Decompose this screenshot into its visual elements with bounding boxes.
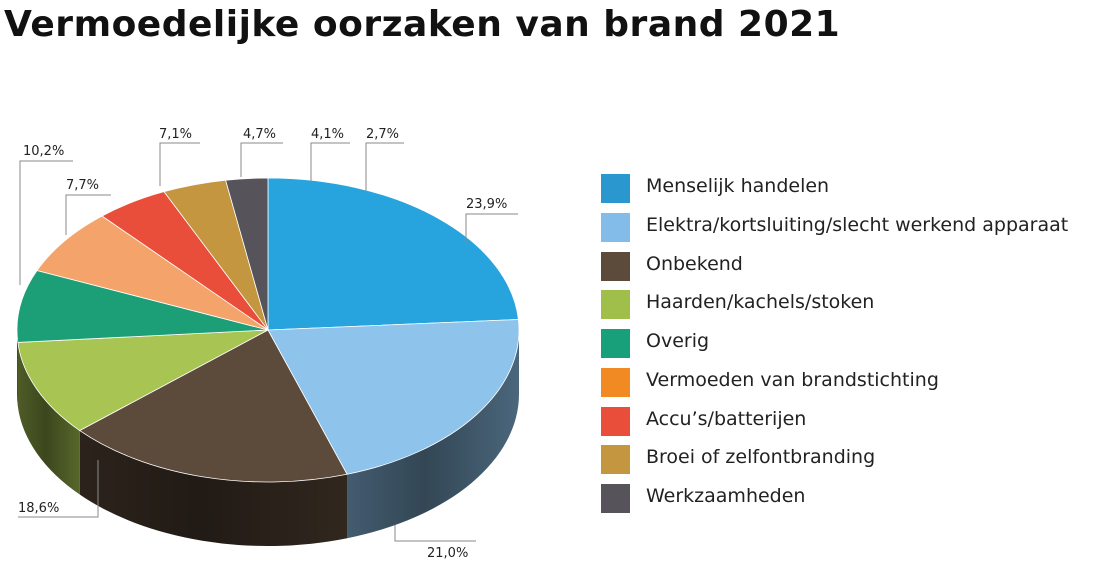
pie-side-shading-elektra-kortsluiting-slecht-werkend-apparaat bbox=[347, 330, 519, 539]
leader-line-werkzaamheden bbox=[365, 142, 404, 192]
legend-label: Accu’s/batterijen bbox=[646, 407, 807, 430]
pie-slice-vermoeden-van-brandstichting bbox=[36, 215, 269, 331]
leader-line-onbekend bbox=[18, 460, 99, 518]
leader-line-broei-of-zelfontbranding bbox=[310, 142, 350, 182]
legend-item-accu-s-batterijen: Accu’s/batterijen bbox=[601, 405, 1106, 444]
data-label-overig: 7,7% bbox=[66, 178, 99, 193]
legend-item-onbekend: Onbekend bbox=[601, 250, 1106, 289]
pie-slice-menselijk-handelen bbox=[267, 177, 519, 331]
leader-line-overig bbox=[65, 194, 111, 235]
legend-item-overig: Overig bbox=[601, 327, 1106, 366]
legend-item-vermoeden-van-brandstichting: Vermoeden van brandstichting bbox=[601, 366, 1106, 405]
legend-swatch bbox=[601, 290, 630, 320]
data-label-haarden-kachels-stoken: 10,2% bbox=[23, 144, 64, 159]
legend-label: Menselijk handelen bbox=[646, 175, 830, 197]
pie-slice-werkzaamheden bbox=[225, 177, 269, 331]
leader-line-haarden-kachels-stoken bbox=[19, 160, 73, 285]
pie-side-shading-overig bbox=[17, 330, 18, 407]
legend-item-menselijk-handelen: Menselijk handelen bbox=[601, 172, 1106, 211]
pie-sides bbox=[17, 330, 519, 546]
legend-label: Vermoeden van brandstichting bbox=[646, 368, 939, 391]
legend-swatch bbox=[601, 251, 630, 281]
legend-item-haarden-kachels-stoken: Haarden/kachels/stoken bbox=[601, 288, 1106, 327]
legend-label: Overig bbox=[646, 330, 710, 352]
leader-line-elektra-kortsluiting-slecht-werkend-apparaat bbox=[394, 525, 476, 542]
legend-swatch bbox=[601, 367, 630, 397]
legend-item-broei-of-zelfontbranding: Broei of zelfontbranding bbox=[601, 443, 1106, 482]
legend-label: Elektra/kortsluiting/slecht werkend appa… bbox=[646, 213, 1069, 236]
data-label-werkzaamheden: 2,7% bbox=[366, 127, 399, 142]
legend-swatch bbox=[601, 445, 630, 475]
leader-line-vermoeden-van-brandstichting bbox=[159, 142, 200, 186]
legend: Menselijk handelen Elektra/kortsluiting/s… bbox=[601, 172, 1106, 521]
legend-label: Broei of zelfontbranding bbox=[646, 446, 876, 469]
pie-slice-overig bbox=[16, 270, 269, 343]
pie-side-shading-haarden-kachels-stoken bbox=[17, 342, 80, 495]
legend-swatch bbox=[601, 484, 630, 513]
legend-swatch bbox=[601, 174, 630, 203]
legend-swatch bbox=[601, 329, 630, 358]
pie-side-shading-onbekend bbox=[79, 430, 348, 546]
pie-data-labels: 23,9% 21,0% 18,6% 10,2% 7,7% 7,1% 4,7% 4,1% 2,7% bbox=[18, 127, 518, 561]
data-label-accu-s-batterijen: 4,7% bbox=[243, 127, 276, 142]
legend-label: Werkzaamheden bbox=[646, 485, 806, 507]
leader-line-accu-s-batterijen bbox=[240, 142, 283, 177]
data-label-elektra-kortsluiting-slecht-werkend-apparaat: 21,0% bbox=[427, 546, 468, 561]
leader-line-menselijk-handelen bbox=[465, 213, 518, 244]
data-label-vermoeden-van-brandstichting: 7,1% bbox=[159, 127, 192, 142]
legend-swatch bbox=[601, 406, 630, 436]
legend-item-werkzaamheden: Werkzaamheden bbox=[601, 482, 1106, 521]
data-label-onbekend: 18,6% bbox=[18, 501, 59, 516]
pie-slice-haarden-kachels-stoken bbox=[17, 329, 269, 431]
pie-slice-elektra-kortsluiting-slecht-werkend-apparaat bbox=[267, 319, 520, 475]
data-label-menselijk-handelen: 23,9% bbox=[466, 197, 507, 212]
legend-item-elektra-kortsluiting-slecht-werkend-apparaat: Elektra/kortsluiting/slecht werkend appa… bbox=[601, 211, 1106, 250]
legend-label: Haarden/kachels/stoken bbox=[646, 291, 875, 314]
pie-top-faces bbox=[16, 177, 520, 483]
legend-swatch bbox=[601, 212, 630, 242]
chart-title: Vermoedelijke oorzaken van brand 2021 bbox=[4, 4, 841, 45]
legend-label: Onbekend bbox=[646, 252, 743, 275]
pie-slice-onbekend bbox=[78, 329, 348, 483]
data-label-broei-of-zelfontbranding: 4,1% bbox=[311, 127, 344, 142]
